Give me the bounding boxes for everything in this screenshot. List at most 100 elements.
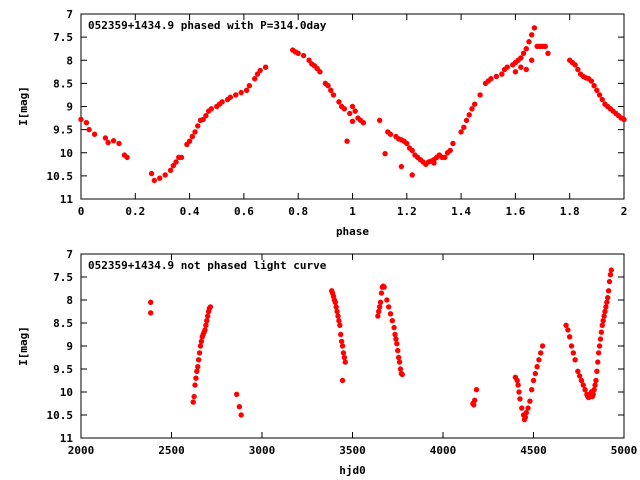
data-point bbox=[382, 150, 388, 157]
data-point bbox=[590, 391, 596, 397]
y-tick-label: 7 bbox=[66, 8, 73, 21]
data-point bbox=[238, 412, 244, 418]
data-point bbox=[469, 106, 475, 112]
data-point bbox=[192, 382, 198, 388]
data-point bbox=[409, 172, 415, 178]
data-point bbox=[328, 87, 334, 94]
data-point bbox=[572, 357, 578, 363]
data-point bbox=[349, 118, 356, 125]
data-point bbox=[532, 370, 539, 377]
data-point bbox=[607, 272, 614, 278]
y-tick-label: 11 bbox=[60, 432, 74, 445]
data-point bbox=[594, 87, 600, 94]
data-point bbox=[340, 350, 347, 356]
x-tick-label: 1.6 bbox=[505, 205, 525, 218]
data-point bbox=[219, 99, 225, 105]
data-point bbox=[227, 94, 234, 100]
data-point bbox=[596, 343, 603, 349]
data-point bbox=[621, 116, 627, 123]
data-point bbox=[341, 106, 348, 112]
x-tick-label: 3500 bbox=[339, 444, 366, 457]
x-tick-label: 1 bbox=[349, 205, 356, 218]
data-point bbox=[190, 399, 196, 405]
data-point bbox=[197, 343, 204, 349]
phased-light-curve-panel: 0 0.2 0.4 0.6 0.8 1 1.2 1.4 1.6 1.8 2 7 7.5 8 8.5 9 9.5 1… bbox=[17, 8, 627, 238]
data-point bbox=[530, 377, 537, 384]
y-tick-label: 10.5 bbox=[47, 170, 74, 183]
data-point bbox=[378, 290, 385, 296]
data-point bbox=[195, 364, 201, 370]
unphased-light-curve-panel: 2000 2500 3000 3500 4000 4500 5000 7 7.5 8 8.5 9 9.5… bbox=[17, 248, 637, 477]
data-point bbox=[376, 308, 382, 315]
data-point bbox=[391, 324, 397, 331]
data-point bbox=[599, 322, 605, 328]
data-point bbox=[205, 313, 211, 319]
data-point bbox=[591, 387, 597, 393]
data-point bbox=[110, 138, 117, 144]
x-tick-label: 2500 bbox=[158, 444, 185, 457]
data-point bbox=[534, 364, 540, 370]
data-point bbox=[504, 64, 510, 70]
data-point bbox=[254, 71, 261, 77]
data-point bbox=[409, 147, 415, 154]
y-tick-label: 7 bbox=[66, 248, 73, 261]
data-point bbox=[389, 318, 396, 324]
data-point bbox=[595, 350, 602, 356]
data-point bbox=[518, 64, 524, 70]
data-point bbox=[398, 163, 405, 170]
data-point bbox=[523, 66, 529, 73]
data-point bbox=[516, 389, 522, 395]
data-point bbox=[236, 404, 243, 410]
chart-title: 052359+1434.9 not phased light curve bbox=[88, 259, 327, 272]
data-point bbox=[336, 318, 342, 324]
data-point bbox=[189, 133, 196, 140]
data-point bbox=[387, 311, 394, 317]
data-point bbox=[520, 50, 527, 57]
data-point bbox=[233, 391, 240, 397]
data-point bbox=[404, 140, 410, 147]
data-point bbox=[522, 414, 529, 420]
data-point bbox=[395, 347, 401, 354]
data-point bbox=[512, 69, 519, 75]
data-point bbox=[591, 82, 597, 89]
data-point bbox=[545, 50, 551, 57]
y-tick-label: 8 bbox=[66, 294, 73, 307]
data-point bbox=[598, 329, 605, 335]
data-point bbox=[325, 82, 331, 89]
data-point bbox=[528, 32, 535, 38]
y-tick-label: 9 bbox=[66, 340, 73, 353]
data-point bbox=[599, 96, 605, 103]
data-point bbox=[195, 357, 202, 363]
data-point bbox=[338, 338, 345, 345]
chart-title: 052359+1434.9 phased with P=314.0day bbox=[88, 19, 327, 32]
data-point bbox=[203, 322, 209, 328]
data-point bbox=[602, 308, 608, 315]
x-tick-label: 0 bbox=[78, 205, 85, 218]
data-point bbox=[565, 327, 571, 333]
data-point bbox=[499, 71, 505, 77]
x-tick-label: 2 bbox=[621, 205, 628, 218]
data-point bbox=[194, 368, 200, 374]
data-point bbox=[352, 108, 358, 114]
data-point bbox=[238, 89, 244, 96]
data-point bbox=[186, 138, 193, 144]
data-point bbox=[572, 62, 578, 68]
x-tick-label: 0.4 bbox=[180, 205, 200, 218]
data-point bbox=[568, 343, 575, 349]
data-point bbox=[332, 299, 339, 305]
data-point bbox=[191, 393, 197, 400]
x-tick-label: 2000 bbox=[68, 444, 95, 457]
data-point bbox=[243, 87, 250, 94]
data-point bbox=[601, 313, 607, 319]
data-point bbox=[592, 382, 598, 388]
data-point bbox=[447, 147, 453, 154]
data-point bbox=[347, 110, 353, 117]
x-tick-label: 5000 bbox=[611, 444, 638, 457]
data-point bbox=[167, 167, 174, 174]
data-point bbox=[91, 131, 98, 137]
x-tick-label: 0.8 bbox=[288, 205, 308, 218]
data-point bbox=[431, 160, 437, 166]
data-point bbox=[528, 387, 535, 393]
data-point bbox=[392, 331, 398, 338]
